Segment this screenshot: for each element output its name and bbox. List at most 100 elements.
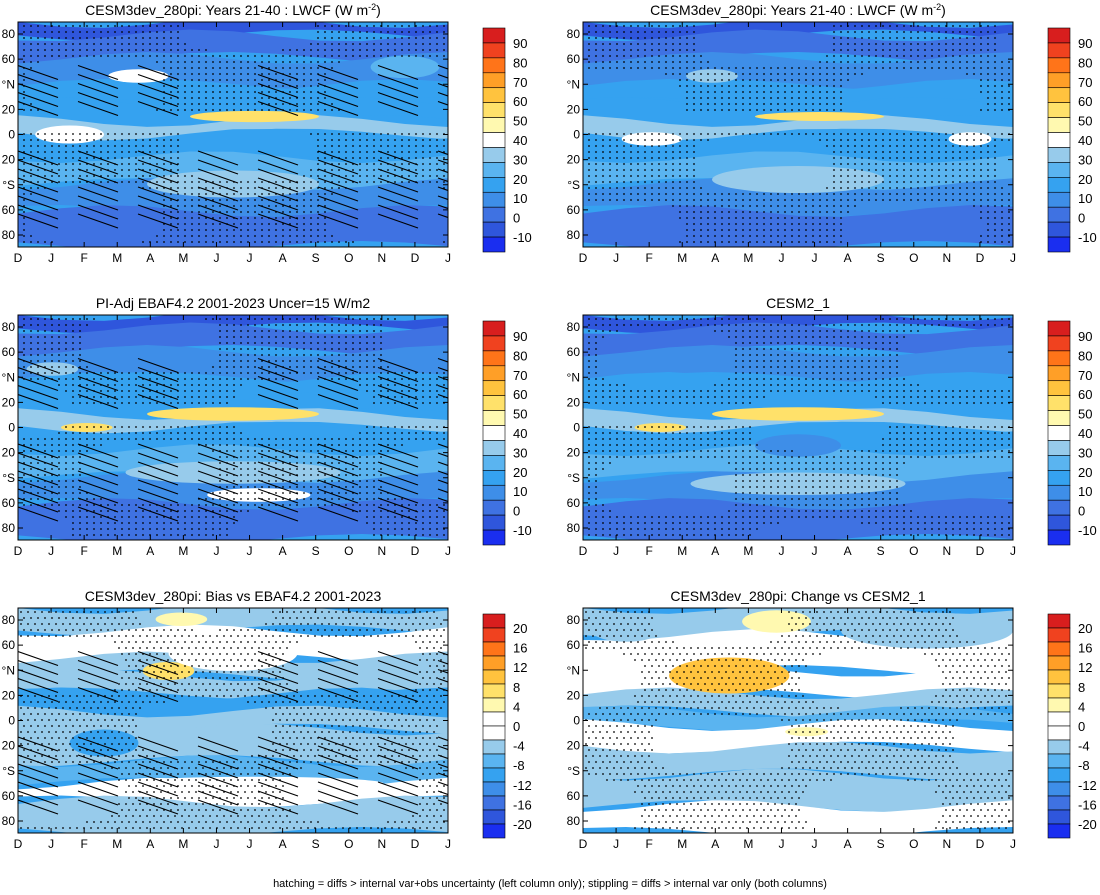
contour-band xyxy=(583,345,1013,384)
y-tick-label: °S xyxy=(2,178,15,192)
y-tick-label: 80 xyxy=(2,320,16,334)
x-tick-label: M xyxy=(677,544,687,558)
y-tick-label: 0 xyxy=(573,714,580,728)
y-tick-label: °N xyxy=(567,663,580,677)
x-tick-label: J xyxy=(213,837,219,851)
colorbar-tick-label: 8 xyxy=(1078,680,1085,695)
colorbar-segment xyxy=(1047,781,1071,797)
contour-field-1 xyxy=(18,22,448,247)
colorbar-tick-label: 70 xyxy=(513,75,527,90)
y-tick-label: 20 xyxy=(2,153,16,167)
y-tick-label: 80 xyxy=(2,27,16,41)
panel-title: CESM3dev_280pi: Change vs CESM2_1 xyxy=(670,588,925,604)
x-tick-label: J xyxy=(613,544,619,558)
colorbar: 90 80 70 60 50 40 30 20 10 0 -10 xyxy=(1047,27,1097,253)
contour-band xyxy=(18,115,448,141)
colorbar-segment xyxy=(482,669,506,685)
colorbar-tick-label: 8 xyxy=(513,680,520,695)
x-tick-label: A xyxy=(844,837,852,851)
colorbar-tick-label: 40 xyxy=(1078,426,1092,441)
x-tick-label: M xyxy=(112,837,122,851)
x-tick-label: N xyxy=(943,251,952,265)
y-tick-label: 0 xyxy=(8,714,15,728)
y-tick-label: °N xyxy=(567,370,580,384)
colorbar-segment xyxy=(1047,72,1071,89)
colorbar-tick-label: -16 xyxy=(513,797,532,812)
colorbar-segment xyxy=(482,42,506,59)
panel-5: CESM3dev_280pi: Bias vs EBAF4.2 2001-202… xyxy=(2,588,532,851)
figure-footer-note: hatching = diffs > internal var+obs unce… xyxy=(273,878,827,890)
colorbar-segment xyxy=(1047,191,1071,208)
colorbar-tick-label: 60 xyxy=(1078,94,1092,109)
y-tick-label: 20 xyxy=(2,688,16,702)
colorbar-tick-label: 40 xyxy=(1078,133,1092,148)
x-tick-label: S xyxy=(877,837,885,851)
colorbar-segment xyxy=(1047,753,1071,769)
x-tick-label: M xyxy=(112,544,122,558)
colorbar-tick-label: 16 xyxy=(513,641,527,656)
colorbar-segment xyxy=(1047,795,1071,811)
panel-title: CESM3dev_280pi: Years 21-40 : LWCF (W m-… xyxy=(650,2,946,18)
colorbar-tick-label: -16 xyxy=(1078,797,1097,812)
x-tick-label: F xyxy=(645,837,652,851)
hatching xyxy=(18,650,448,815)
y-tick-label: 60 xyxy=(2,638,16,652)
x-tick-label: J xyxy=(213,544,219,558)
colorbar-tick-label: 12 xyxy=(1078,660,1092,675)
colorbar: 90 80 70 60 50 40 30 20 10 0 -10 xyxy=(482,27,532,253)
x-tick-label: M xyxy=(178,837,188,851)
x-tick-label: A xyxy=(279,544,287,558)
x-tick-label: N xyxy=(378,251,387,265)
colorbar-tick-label: 10 xyxy=(513,191,527,206)
y-tick-label: °N xyxy=(2,77,15,91)
colorbar-tick-label: 90 xyxy=(1078,36,1092,51)
colorbar-segment xyxy=(482,27,506,44)
y-tick-label: 60 xyxy=(2,496,16,510)
colorbar-segment xyxy=(1047,613,1071,629)
colorbar-segment xyxy=(482,753,506,769)
colorbar-tick-label: 0 xyxy=(513,211,520,226)
contour-band xyxy=(18,128,448,163)
contour-blob xyxy=(690,472,906,495)
panel-2: CESM3dev_280pi: Years 21-40 : LWCF (W m-… xyxy=(567,2,1097,265)
colorbar-tick-label: 10 xyxy=(1078,191,1092,206)
y-tick-label: 20 xyxy=(567,102,581,116)
colorbar-segment xyxy=(1047,147,1071,163)
colorbar-segment xyxy=(482,410,506,426)
x-tick-label: J xyxy=(445,837,451,851)
y-tick-label: 60 xyxy=(567,789,581,803)
x-tick-label: F xyxy=(645,544,652,558)
x-tick-label: S xyxy=(312,251,320,265)
colorbar-tick-label: 70 xyxy=(1078,75,1092,90)
y-tick-label: °N xyxy=(2,370,15,384)
colorbar-segment xyxy=(482,455,506,471)
colorbar-segment xyxy=(482,57,506,74)
colorbar-segment xyxy=(1047,514,1071,531)
panel-6: CESM3dev_280pi: Change vs CESM2_1 D J F M A M J… xyxy=(567,588,1097,851)
colorbar-tick-label: 40 xyxy=(513,133,527,148)
x-tick-label: J xyxy=(445,544,451,558)
y-tick-label: 20 xyxy=(567,446,581,460)
x-tick-label: O xyxy=(909,251,918,265)
colorbar-segment xyxy=(1047,697,1071,713)
contour-blob xyxy=(125,776,384,791)
colorbar-segment xyxy=(1047,669,1071,685)
y-tick-label: 20 xyxy=(567,688,581,702)
stippling xyxy=(23,318,445,536)
colorbar-tick-label: 20 xyxy=(1078,465,1092,480)
colorbar-segment xyxy=(1047,455,1071,471)
colorbar-tick-label: 4 xyxy=(513,699,520,714)
x-tick-label: J xyxy=(613,837,619,851)
colorbar-tick-label: 50 xyxy=(513,407,527,422)
colorbar-segment xyxy=(1047,206,1071,223)
y-tick-label: 80 xyxy=(2,613,16,627)
x-tick-label: M xyxy=(178,544,188,558)
x-tick-label: J xyxy=(445,251,451,265)
contour-blob xyxy=(712,166,884,193)
x-tick-label: M xyxy=(178,251,188,265)
contour-blob xyxy=(742,610,811,633)
y-tick-label: 60 xyxy=(2,345,16,359)
colorbar-segment xyxy=(482,117,506,133)
y-tick-label: 60 xyxy=(567,345,581,359)
contour-band xyxy=(18,345,448,384)
